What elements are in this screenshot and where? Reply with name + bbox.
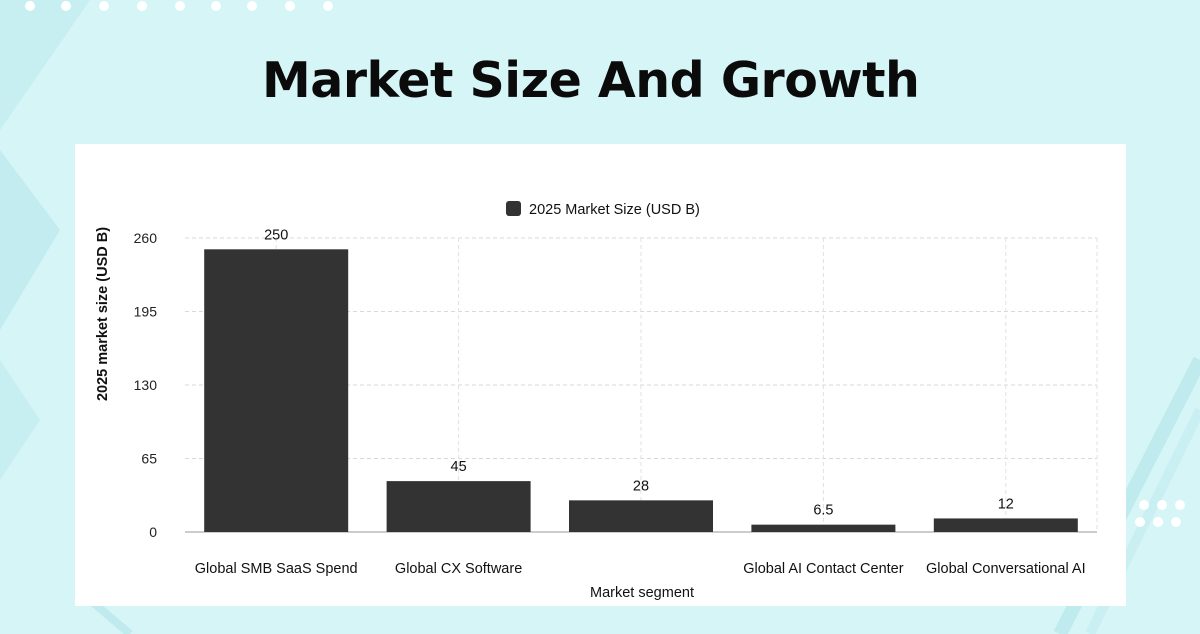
x-axis-title: Market segment xyxy=(590,585,694,601)
legend-swatch xyxy=(506,201,521,216)
data-label: 28 xyxy=(633,478,649,494)
data-labels: 250 45 28 6.5 12 xyxy=(264,227,1014,518)
data-label: 45 xyxy=(451,459,467,475)
chart-card: 0 65 130 195 260 250 45 28 6.5 12 Global SMB Saa… xyxy=(75,144,1126,606)
x-tick-label: Global Conversational AI xyxy=(926,561,1086,577)
y-tick-label: 195 xyxy=(134,304,158,320)
legend: 2025 Market Size (USD B) xyxy=(506,201,700,218)
x-tick-label: Global CX Software xyxy=(395,561,522,577)
data-label: 6.5 xyxy=(813,503,833,519)
bar xyxy=(386,481,531,532)
y-tick-label: 0 xyxy=(149,524,157,540)
y-tick-label: 260 xyxy=(134,230,158,246)
data-label: 250 xyxy=(264,227,288,243)
legend-label: 2025 Market Size (USD B) xyxy=(529,202,700,218)
bar xyxy=(933,518,1078,532)
y-tick-label: 130 xyxy=(134,377,158,393)
page-title: Market Size And Growth xyxy=(262,52,920,109)
x-tick-label: Global SMB SaaS Spend xyxy=(195,561,358,577)
x-tick-label: Global AI Contact Center xyxy=(743,561,904,577)
bar-chart: 0 65 130 195 260 250 45 28 6.5 12 Global SMB Saa… xyxy=(95,201,1098,601)
y-axis-ticks: 0 65 130 195 260 xyxy=(134,230,158,540)
x-axis-categories: Global SMB SaaS Spend Global CX Software G… xyxy=(195,561,1086,577)
data-label: 12 xyxy=(998,496,1014,512)
y-tick-label: 65 xyxy=(141,451,157,467)
y-axis-title: 2025 market size (USD B) xyxy=(95,227,111,401)
bar xyxy=(204,249,349,533)
bar xyxy=(569,500,713,532)
bars xyxy=(204,249,1078,533)
bar xyxy=(751,524,896,532)
